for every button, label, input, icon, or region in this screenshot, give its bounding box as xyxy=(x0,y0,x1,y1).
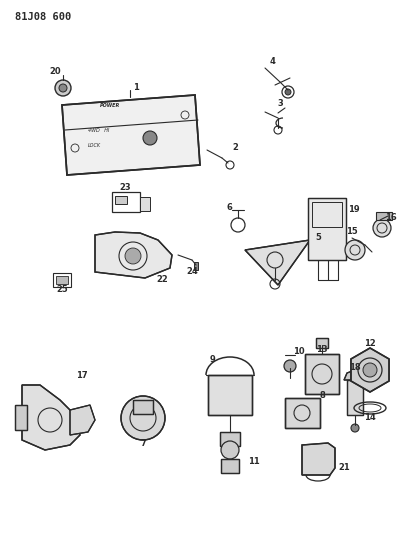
Text: 6: 6 xyxy=(226,203,232,212)
Bar xyxy=(15,405,27,430)
Polygon shape xyxy=(344,370,366,380)
Circle shape xyxy=(351,424,359,432)
Bar xyxy=(221,459,239,473)
Text: 14: 14 xyxy=(364,414,376,423)
Text: 20: 20 xyxy=(49,68,61,77)
Text: 18: 18 xyxy=(349,364,361,373)
Text: 81J08 600: 81J08 600 xyxy=(15,12,71,22)
Bar xyxy=(133,400,153,414)
Bar xyxy=(316,338,328,348)
Bar xyxy=(56,276,68,284)
Text: 11: 11 xyxy=(248,457,260,466)
Text: 22: 22 xyxy=(156,276,168,285)
Polygon shape xyxy=(302,443,335,475)
Bar xyxy=(220,432,240,446)
Bar xyxy=(316,338,328,348)
Bar xyxy=(312,202,342,227)
Text: 9: 9 xyxy=(209,356,215,365)
Bar xyxy=(376,212,392,220)
Circle shape xyxy=(363,363,377,377)
Bar xyxy=(194,262,198,270)
Bar xyxy=(133,400,153,414)
Text: 17: 17 xyxy=(76,370,88,379)
Circle shape xyxy=(125,248,141,264)
Bar xyxy=(308,198,346,260)
Polygon shape xyxy=(22,385,80,450)
Bar xyxy=(115,196,127,204)
Text: 15: 15 xyxy=(346,228,358,237)
Bar xyxy=(347,380,363,415)
Text: 4: 4 xyxy=(269,58,275,67)
Bar xyxy=(305,354,339,394)
Text: 21: 21 xyxy=(338,463,350,472)
Bar xyxy=(220,432,240,446)
Bar xyxy=(53,273,71,287)
Text: 3: 3 xyxy=(277,99,283,108)
Text: 19: 19 xyxy=(348,206,360,214)
Text: 2: 2 xyxy=(232,143,238,152)
Circle shape xyxy=(284,360,296,372)
Bar xyxy=(208,375,252,415)
Text: POWER: POWER xyxy=(100,103,120,108)
Bar xyxy=(285,398,320,428)
Text: 10: 10 xyxy=(293,348,305,357)
Text: 1: 1 xyxy=(133,83,139,92)
Bar xyxy=(305,354,339,394)
Polygon shape xyxy=(95,232,172,278)
Text: 16: 16 xyxy=(385,213,397,222)
Circle shape xyxy=(285,89,291,95)
Text: 7: 7 xyxy=(140,439,146,448)
Text: 24: 24 xyxy=(186,268,198,277)
Polygon shape xyxy=(62,95,200,175)
Polygon shape xyxy=(245,240,310,285)
Circle shape xyxy=(345,240,365,260)
Text: LOCK: LOCK xyxy=(88,143,101,148)
Circle shape xyxy=(143,131,157,145)
Bar xyxy=(112,192,140,212)
Polygon shape xyxy=(70,405,95,435)
Bar xyxy=(347,380,363,415)
Bar xyxy=(208,375,252,415)
Text: 23: 23 xyxy=(119,183,131,192)
Text: 5: 5 xyxy=(315,233,321,243)
Circle shape xyxy=(221,441,239,459)
Text: 8: 8 xyxy=(320,391,326,400)
Bar xyxy=(221,459,239,473)
Text: 25: 25 xyxy=(56,286,68,295)
Circle shape xyxy=(373,219,391,237)
Circle shape xyxy=(55,80,71,96)
Polygon shape xyxy=(351,348,389,392)
Text: 12: 12 xyxy=(364,340,376,349)
Text: 4WD   HI: 4WD HI xyxy=(88,128,109,133)
Circle shape xyxy=(121,396,165,440)
Bar xyxy=(308,198,346,260)
Bar xyxy=(285,398,320,428)
Text: 13: 13 xyxy=(316,345,328,354)
Circle shape xyxy=(59,84,67,92)
Bar xyxy=(140,197,150,211)
Bar xyxy=(15,405,27,430)
